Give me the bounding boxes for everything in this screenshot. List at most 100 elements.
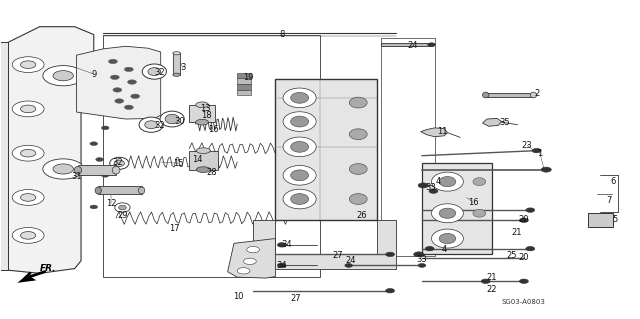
Text: 9: 9 xyxy=(91,70,97,78)
Text: 29: 29 xyxy=(117,211,128,220)
Circle shape xyxy=(429,189,438,193)
Circle shape xyxy=(101,126,109,130)
Text: 7: 7 xyxy=(606,196,611,205)
Ellipse shape xyxy=(473,178,486,186)
Text: 5: 5 xyxy=(612,215,618,224)
Text: 35: 35 xyxy=(499,118,510,127)
Text: 11: 11 xyxy=(437,127,447,136)
Circle shape xyxy=(413,252,424,257)
Bar xyxy=(189,151,218,170)
Text: 34: 34 xyxy=(282,240,292,249)
Bar xyxy=(173,53,180,75)
Text: 4: 4 xyxy=(435,177,440,186)
Bar xyxy=(486,93,534,97)
Ellipse shape xyxy=(349,97,367,108)
Circle shape xyxy=(110,75,119,79)
Ellipse shape xyxy=(118,205,126,210)
Text: 23: 23 xyxy=(522,141,532,150)
Text: 32: 32 xyxy=(154,121,164,130)
Circle shape xyxy=(386,288,394,293)
Ellipse shape xyxy=(291,170,308,181)
Ellipse shape xyxy=(291,93,308,103)
Bar xyxy=(78,165,116,175)
Ellipse shape xyxy=(165,114,179,124)
Text: 4: 4 xyxy=(442,245,447,254)
Circle shape xyxy=(520,279,529,284)
Circle shape xyxy=(481,279,490,284)
Circle shape xyxy=(20,61,36,69)
Ellipse shape xyxy=(138,187,145,194)
Bar xyxy=(237,72,251,78)
Ellipse shape xyxy=(109,157,129,169)
Circle shape xyxy=(131,94,140,99)
Ellipse shape xyxy=(483,92,489,98)
Ellipse shape xyxy=(349,194,367,204)
Text: 33: 33 xyxy=(417,255,428,263)
Bar xyxy=(189,105,215,122)
Circle shape xyxy=(277,243,286,247)
Circle shape xyxy=(418,263,426,267)
Ellipse shape xyxy=(142,64,166,79)
Circle shape xyxy=(53,164,74,174)
Text: 22: 22 xyxy=(487,285,497,294)
Ellipse shape xyxy=(196,167,211,173)
Text: 17: 17 xyxy=(170,224,180,233)
Text: 1: 1 xyxy=(537,149,543,158)
Bar xyxy=(381,38,435,256)
Text: 24: 24 xyxy=(407,41,418,50)
Text: 20: 20 xyxy=(518,215,529,224)
Circle shape xyxy=(127,80,136,84)
Text: 27: 27 xyxy=(332,251,342,260)
Circle shape xyxy=(418,183,428,188)
Ellipse shape xyxy=(283,166,316,185)
Text: 6: 6 xyxy=(611,177,616,186)
Text: 32: 32 xyxy=(154,68,164,77)
Ellipse shape xyxy=(115,203,130,212)
Text: 10: 10 xyxy=(233,292,244,300)
Circle shape xyxy=(90,205,98,209)
Circle shape xyxy=(96,189,103,193)
Bar xyxy=(275,79,378,219)
Text: 14: 14 xyxy=(193,155,203,164)
Circle shape xyxy=(101,110,109,114)
Ellipse shape xyxy=(74,167,82,174)
Ellipse shape xyxy=(291,116,308,127)
Circle shape xyxy=(532,148,541,153)
Ellipse shape xyxy=(291,194,308,204)
Circle shape xyxy=(386,252,394,256)
Circle shape xyxy=(541,167,551,172)
Polygon shape xyxy=(253,219,396,269)
Ellipse shape xyxy=(473,209,486,217)
Polygon shape xyxy=(420,128,447,137)
Bar xyxy=(588,213,613,226)
Circle shape xyxy=(101,174,109,177)
Polygon shape xyxy=(0,42,8,270)
Text: 21: 21 xyxy=(511,228,522,237)
Circle shape xyxy=(96,66,103,70)
Ellipse shape xyxy=(439,234,456,244)
Text: 27: 27 xyxy=(291,293,301,302)
Text: 12: 12 xyxy=(106,199,116,208)
Polygon shape xyxy=(8,27,94,273)
Text: 18: 18 xyxy=(201,111,212,120)
Polygon shape xyxy=(483,118,502,126)
Circle shape xyxy=(43,159,84,179)
Polygon shape xyxy=(77,46,161,119)
Circle shape xyxy=(96,158,103,161)
Circle shape xyxy=(428,43,435,47)
Text: FR.: FR. xyxy=(40,264,56,273)
Ellipse shape xyxy=(139,117,163,132)
Circle shape xyxy=(12,57,44,72)
Ellipse shape xyxy=(173,52,180,55)
Circle shape xyxy=(53,70,74,81)
Circle shape xyxy=(90,94,98,98)
Ellipse shape xyxy=(160,111,184,127)
Circle shape xyxy=(108,59,117,64)
Circle shape xyxy=(425,247,434,251)
Circle shape xyxy=(237,268,250,274)
Circle shape xyxy=(12,227,44,243)
Ellipse shape xyxy=(531,92,537,98)
Circle shape xyxy=(115,99,124,103)
Circle shape xyxy=(124,67,133,71)
Circle shape xyxy=(12,145,44,161)
